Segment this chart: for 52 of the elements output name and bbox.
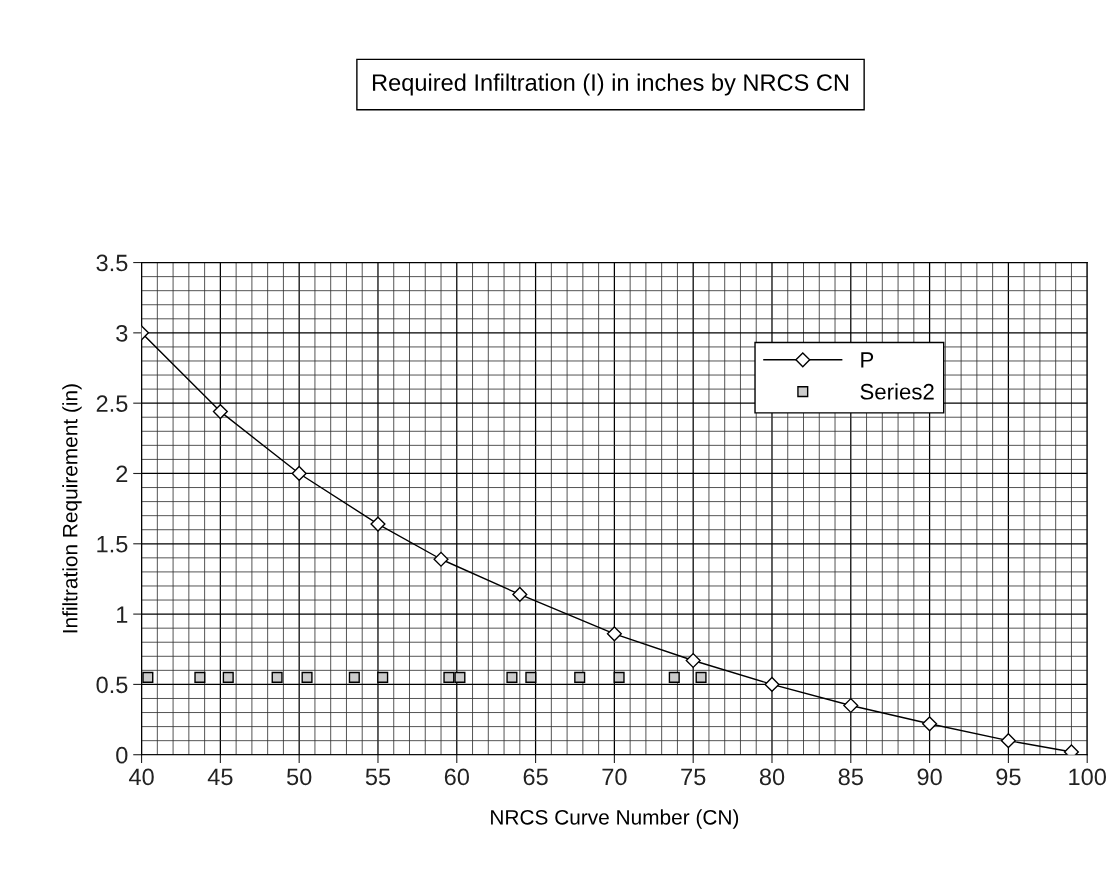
x-tick-label: 40 bbox=[128, 768, 154, 786]
point bbox=[574, 671, 586, 683]
x-tick-label: 95 bbox=[996, 768, 1021, 786]
x-tick-label: 45 bbox=[207, 768, 233, 786]
point bbox=[194, 671, 206, 683]
point bbox=[222, 671, 234, 683]
point bbox=[291, 465, 307, 482]
y-tick-label: 0 bbox=[116, 746, 128, 764]
point bbox=[613, 671, 625, 683]
point bbox=[1000, 733, 1016, 749]
point bbox=[377, 671, 389, 683]
x-tick-label: 75 bbox=[681, 768, 706, 786]
point bbox=[212, 404, 228, 420]
y-tick-label: 1.5 bbox=[97, 536, 128, 553]
point bbox=[271, 671, 283, 683]
x-tick-label: 80 bbox=[759, 768, 785, 786]
x-tick-label: 85 bbox=[838, 768, 863, 786]
point bbox=[525, 671, 537, 683]
x-tick-label: 100 bbox=[1069, 768, 1106, 786]
point bbox=[695, 671, 707, 683]
point bbox=[668, 671, 680, 683]
point bbox=[142, 671, 154, 683]
point bbox=[443, 671, 455, 683]
point bbox=[433, 551, 449, 567]
y-axis-title: Infiltration Requirement (in) bbox=[62, 384, 82, 633]
point bbox=[506, 671, 518, 683]
x-tick-label: 50 bbox=[286, 768, 312, 786]
y-tick-label: 3.5 bbox=[96, 254, 128, 272]
point bbox=[370, 516, 386, 532]
legend-label: P bbox=[861, 352, 874, 368]
y-tick-label: 2 bbox=[116, 465, 128, 483]
x-tick-label: 70 bbox=[602, 768, 627, 786]
y-tick-label: 1 bbox=[117, 606, 128, 623]
point bbox=[512, 586, 528, 602]
point bbox=[606, 626, 622, 642]
legend-label: Series2 bbox=[860, 383, 934, 400]
point bbox=[922, 716, 938, 732]
point bbox=[301, 671, 313, 683]
chart-title: Required Infiltration (I) in inches by NRCS CN bbox=[372, 73, 849, 96]
x-tick-label: 60 bbox=[444, 768, 469, 786]
point bbox=[764, 676, 780, 692]
x-axis-title: NRCS Curve Number (CN) bbox=[491, 809, 739, 829]
y-tick-label: 0.5 bbox=[96, 676, 128, 694]
point bbox=[454, 671, 466, 683]
point bbox=[348, 671, 360, 683]
x-tick-label: 65 bbox=[523, 768, 548, 786]
y-tick-label: 3 bbox=[116, 324, 128, 342]
point bbox=[685, 652, 701, 669]
point bbox=[843, 697, 859, 714]
y-tick-label: 2.5 bbox=[96, 395, 128, 412]
x-tick-label: 90 bbox=[917, 768, 942, 786]
x-tick-label: 55 bbox=[365, 768, 391, 786]
